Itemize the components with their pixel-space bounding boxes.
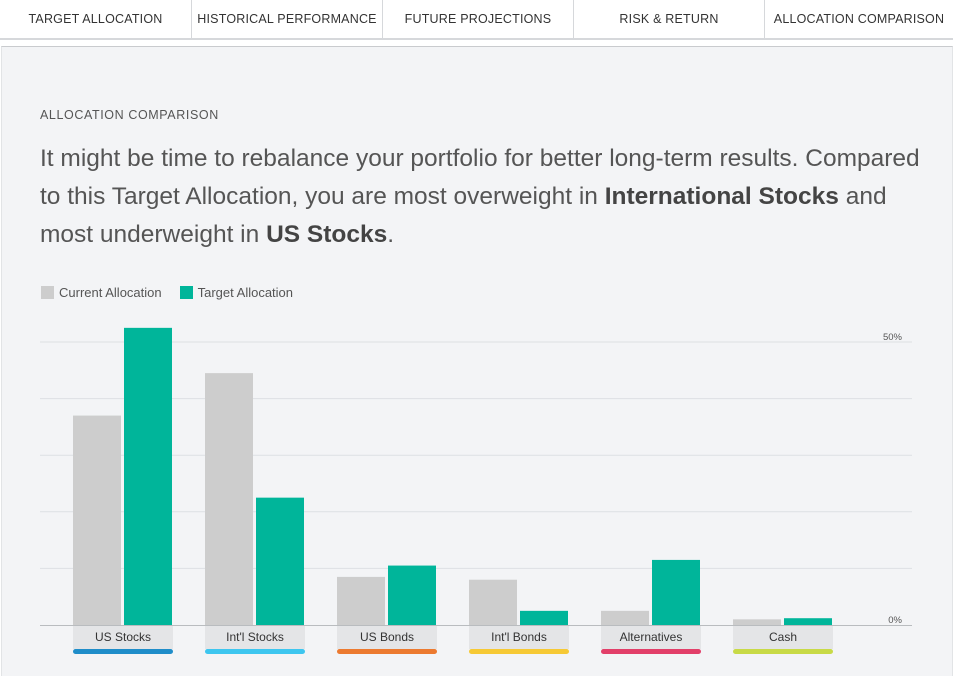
legend-current: Current Allocation [41, 285, 162, 300]
headline-text-end: . [387, 221, 395, 248]
category-label: US Bonds [360, 630, 414, 644]
tab-future-projections[interactable]: FUTURE PROJECTIONS [383, 0, 574, 38]
category-color-bar [337, 649, 437, 654]
section-title: ALLOCATION COMPARISON [40, 108, 219, 122]
legend-target-swatch [179, 286, 193, 299]
underweight-asset: US Stocks [266, 221, 388, 248]
bar-target-cash [784, 618, 832, 625]
legend-target: Target Allocation [179, 285, 294, 300]
tab-bar: TARGET ALLOCATION HISTORICAL PERFORMANCE… [0, 0, 953, 40]
category-label: Cash [769, 630, 797, 644]
tab-target-allocation[interactable]: TARGET ALLOCATION [0, 0, 192, 38]
allocation-bar-chart: 50% 0% US Stocks Int'l Stocks US Bonds Int'l … [40, 327, 912, 654]
tab-risk-return[interactable]: RISK & RETURN [574, 0, 765, 38]
headline-text-1: It might be time to rebalance your portf… [40, 145, 920, 210]
bar-current-us-bonds [337, 576, 385, 625]
legend-target-label: Target Allocation [197, 285, 294, 300]
headline: It might be time to rebalance your portf… [40, 140, 920, 254]
bar-target-int-l-stocks [256, 497, 304, 625]
bar-current-cash [733, 619, 781, 625]
category-color-bar [601, 649, 701, 654]
category-label-box [469, 626, 569, 649]
y-tick-label-max: 50% [883, 332, 903, 343]
bar-current-int-l-bonds [469, 579, 517, 625]
headline-text-2: and most underweight in [40, 183, 887, 248]
legend-current-swatch [41, 286, 54, 299]
category-label-box [205, 626, 305, 649]
category-color-bar [469, 649, 569, 654]
tab-historical-performance[interactable]: HISTORICAL PERFORMANCE [192, 0, 383, 38]
overweight-asset: International Stocks [604, 183, 839, 210]
category-label: Int'l Stocks [226, 630, 284, 644]
category-label: Alternatives [620, 630, 683, 644]
category-label-box [601, 626, 701, 649]
category-label-box [73, 626, 173, 649]
category-color-bar [73, 649, 173, 654]
category-label-box [337, 626, 437, 649]
tab-allocation-comparison[interactable]: ALLOCATION COMPARISON [773, 12, 945, 26]
chart-legend: Current Allocation Target Allocation [41, 285, 311, 300]
bar-target-us-stocks [124, 327, 172, 625]
bar-target-int-l-bonds [520, 610, 568, 625]
category-color-bar [733, 649, 833, 654]
bar-current-alternatives [601, 610, 649, 625]
category-label-box [733, 626, 833, 649]
category-label: Int'l Bonds [491, 630, 547, 644]
bar-target-us-bonds [388, 565, 436, 625]
bar-current-int-l-stocks [205, 373, 253, 625]
bar-target-alternatives [652, 559, 700, 625]
bar-current-us-stocks [73, 415, 121, 625]
category-label: US Stocks [95, 630, 151, 644]
y-tick-label-min: 0% [888, 615, 902, 626]
category-color-bar [205, 649, 305, 654]
legend-current-label: Current Allocation [59, 285, 162, 300]
